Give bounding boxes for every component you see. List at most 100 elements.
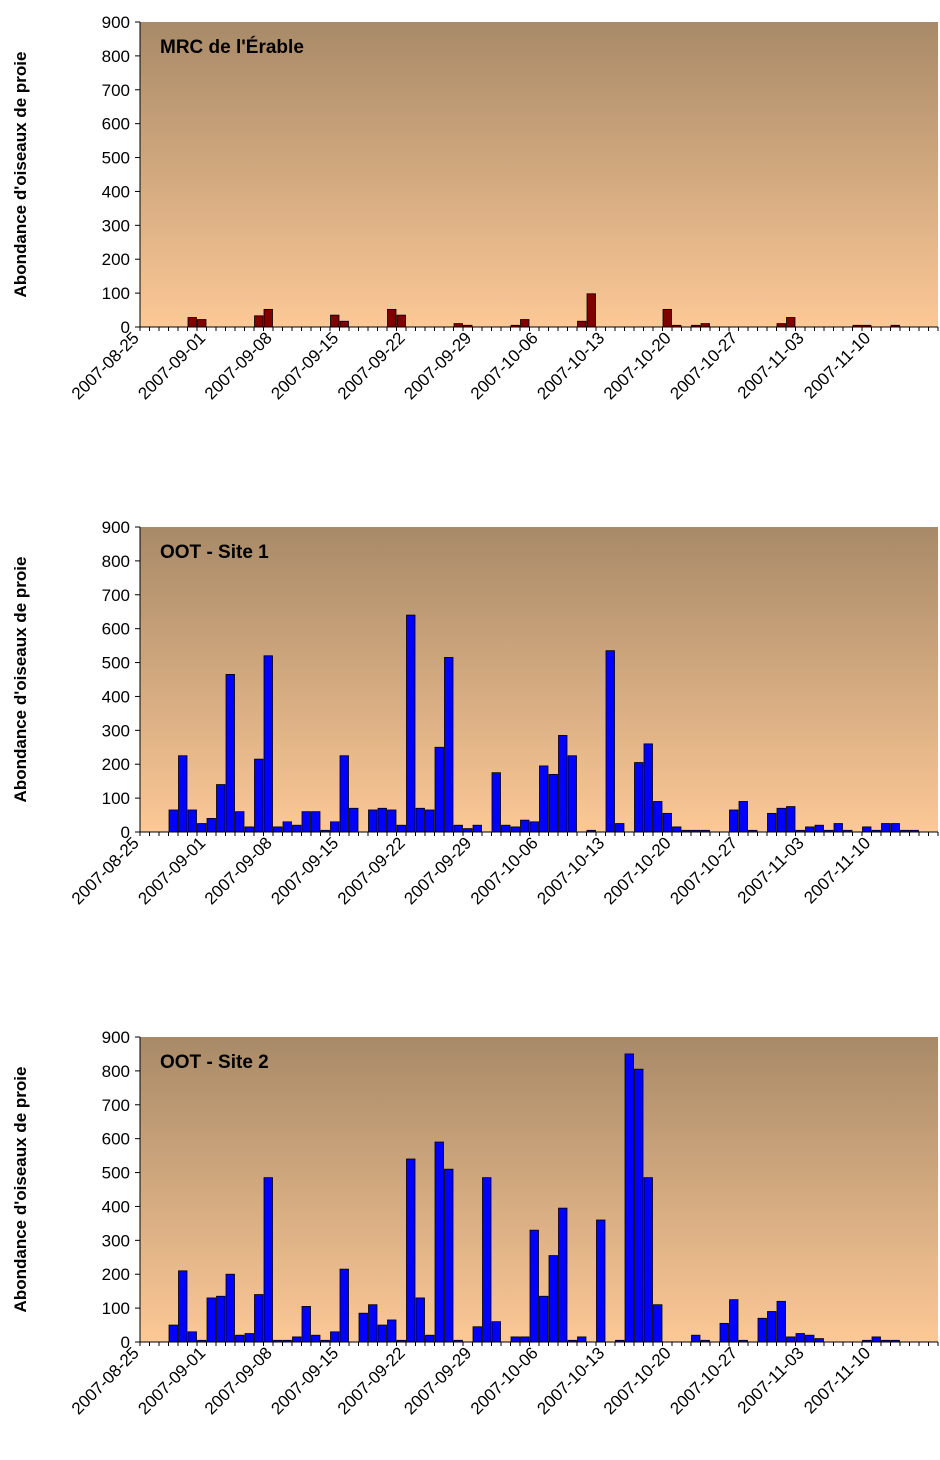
x-tick-label: 2007-09-08 xyxy=(201,1343,276,1418)
bar xyxy=(549,774,558,832)
x-tick-label: 2007-11-03 xyxy=(734,328,808,402)
x-tick-label: 2007-10-06 xyxy=(467,833,542,908)
chart-title: MRC de l'Érable xyxy=(160,36,304,58)
bar xyxy=(169,810,178,832)
y-tick-label: 700 xyxy=(102,586,130,605)
bar xyxy=(416,1298,425,1342)
bar xyxy=(179,756,188,832)
x-tick-label: 2007-08-25 xyxy=(68,328,143,403)
bar xyxy=(787,318,796,327)
bar xyxy=(578,321,587,327)
y-tick-label: 100 xyxy=(102,789,130,808)
y-tick-label: 900 xyxy=(102,13,130,32)
bar xyxy=(872,1337,881,1342)
bar xyxy=(730,810,739,832)
bar xyxy=(625,1054,634,1342)
bar xyxy=(369,810,378,832)
bar xyxy=(226,1274,235,1342)
bar xyxy=(188,318,197,327)
bar xyxy=(426,1335,435,1342)
y-tick-label: 800 xyxy=(102,552,130,571)
bar xyxy=(777,808,786,832)
x-tick-label: 2007-10-27 xyxy=(666,833,741,908)
y-tick-label: 400 xyxy=(102,182,130,201)
x-tick-label: 2007-09-22 xyxy=(334,1343,409,1418)
bar xyxy=(882,824,891,832)
chart-title: OOT - Site 2 xyxy=(160,1052,269,1073)
bar xyxy=(302,812,311,832)
chart-title: OOT - Site 1 xyxy=(160,542,269,563)
bar xyxy=(397,825,406,832)
bar xyxy=(416,808,425,832)
bar xyxy=(169,1325,178,1342)
bar xyxy=(559,735,568,832)
bar xyxy=(350,808,359,832)
bar xyxy=(312,812,321,832)
bar xyxy=(340,321,349,327)
y-tick-label: 100 xyxy=(102,1299,130,1318)
bar xyxy=(312,1335,321,1342)
bar xyxy=(787,807,796,832)
bar xyxy=(796,1334,805,1342)
bar xyxy=(407,615,416,832)
x-tick-label: 2007-10-13 xyxy=(533,328,608,403)
bar xyxy=(217,1296,226,1342)
bar xyxy=(340,1269,349,1342)
bar xyxy=(635,763,644,832)
bar xyxy=(331,1332,340,1342)
bar xyxy=(511,1337,520,1342)
bar xyxy=(492,1322,501,1342)
x-tick-label: 2007-09-01 xyxy=(134,328,209,403)
x-tick-label: 2007-10-06 xyxy=(467,1343,542,1418)
y-tick-label: 600 xyxy=(102,620,130,639)
bar xyxy=(388,1320,397,1342)
bar xyxy=(863,827,872,832)
chart-svg-3: 01002003004005006007008009002007-08-2520… xyxy=(0,1015,940,1460)
bar xyxy=(340,756,349,832)
x-tick-label: 2007-09-22 xyxy=(334,833,409,908)
x-tick-label: 2007-11-03 xyxy=(734,833,808,907)
x-tick-label: 2007-09-15 xyxy=(267,833,342,908)
x-tick-label: 2007-11-03 xyxy=(734,1343,808,1417)
y-axis-label: Abondance d'oiseaux de proie xyxy=(11,557,30,803)
bar xyxy=(407,1159,416,1342)
bar xyxy=(264,309,273,327)
x-tick-label: 2007-09-22 xyxy=(334,328,409,403)
bar xyxy=(435,747,444,832)
bar xyxy=(644,1178,653,1342)
bar xyxy=(777,324,786,327)
y-tick-label: 300 xyxy=(102,721,130,740)
bar xyxy=(236,812,245,832)
bar xyxy=(587,294,596,327)
bar xyxy=(701,324,710,327)
bar xyxy=(378,1325,387,1342)
bar xyxy=(891,824,900,832)
bar xyxy=(179,1271,188,1342)
bar xyxy=(331,822,340,832)
y-tick-label: 600 xyxy=(102,1130,130,1149)
x-tick-label: 2007-10-13 xyxy=(533,833,608,908)
bar xyxy=(644,744,653,832)
bar xyxy=(454,825,463,832)
bar xyxy=(255,1295,264,1342)
bar xyxy=(435,1142,444,1342)
bar xyxy=(188,1332,197,1342)
x-tick-label: 2007-09-01 xyxy=(134,1343,209,1418)
bar xyxy=(445,657,454,832)
bar xyxy=(473,825,482,832)
bar xyxy=(483,1178,492,1342)
x-tick-label: 2007-10-13 xyxy=(533,1343,608,1418)
bar xyxy=(245,827,254,832)
x-tick-label: 2007-08-25 xyxy=(68,1343,143,1418)
y-tick-label: 300 xyxy=(102,216,130,235)
bar xyxy=(568,756,577,832)
y-tick-label: 500 xyxy=(102,1164,130,1183)
bar xyxy=(530,822,539,832)
x-tick-label: 2007-10-27 xyxy=(666,328,741,403)
bar xyxy=(255,316,264,327)
bar xyxy=(834,824,843,832)
y-tick-label: 400 xyxy=(102,687,130,706)
y-tick-label: 200 xyxy=(102,1265,130,1284)
bar xyxy=(502,825,511,832)
x-tick-label: 2007-09-15 xyxy=(267,328,342,403)
